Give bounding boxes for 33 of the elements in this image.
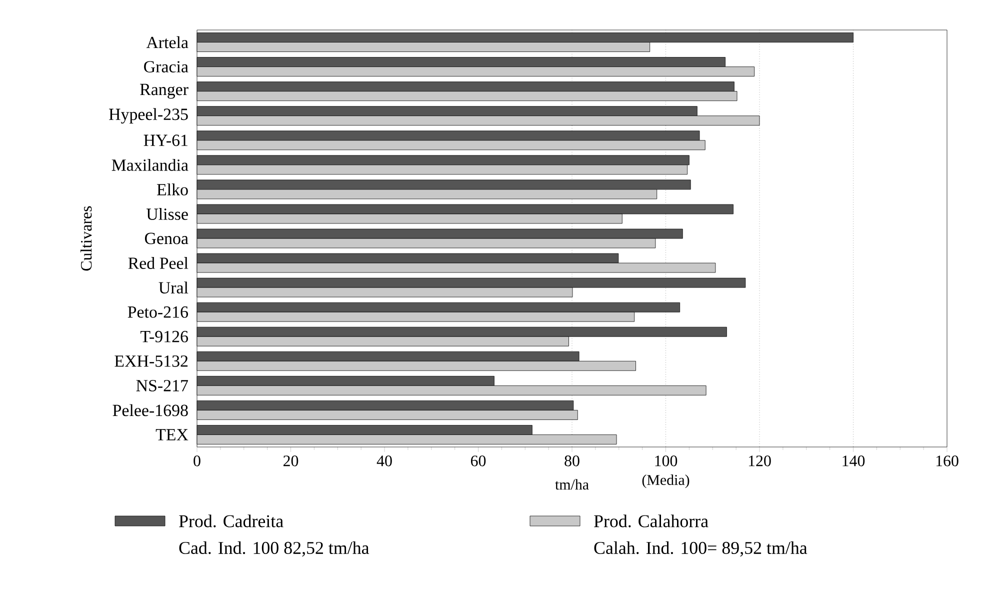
- x-tick-label: 100: [655, 456, 678, 466]
- x-tick-label: 120: [748, 456, 771, 466]
- y-tick-label: Ranger: [140, 84, 188, 99]
- x-tick-label: 140: [842, 456, 865, 466]
- y-tick-label: TEX: [156, 429, 188, 440]
- legend-label: Prod. Calahorra: [594, 514, 708, 528]
- y-tick-label: Genoa: [144, 232, 188, 244]
- x-axis-title: tm/ha: [555, 479, 589, 490]
- y-tick-label: NS-217: [136, 380, 188, 392]
- y-axis-title: Cultivares: [80, 206, 92, 271]
- y-tick-label: Gracia: [144, 61, 188, 72]
- y-tick-label: Ulisse: [146, 208, 188, 220]
- text: Calah. Ind. 100= 89,52 tm/ha: [594, 541, 808, 557]
- y-tick-label: Maxilandia: [112, 158, 188, 171]
- y-tick-label: HY-61: [144, 134, 188, 146]
- x-tick-label: 40: [376, 456, 392, 466]
- y-tick-label: Elko: [156, 183, 188, 196]
- x-tick-label: 80: [564, 456, 580, 466]
- x-tick-label: 160: [936, 456, 958, 466]
- ref-line-label: (Media): [642, 474, 690, 488]
- y-tick-label: Hypeel-235: [109, 108, 188, 124]
- legend-label: Prod. Cadreita: [179, 514, 284, 528]
- text: Cad. Ind. 100 82,52 tm/ha: [179, 541, 370, 557]
- x-tick-label: 60: [470, 456, 486, 466]
- y-tick-label: Red Peel: [128, 257, 188, 269]
- y-tick-label: T-9126: [140, 330, 188, 342]
- y-tick-label: Peto-216: [128, 306, 188, 318]
- y-tick-label: Artela: [146, 36, 188, 48]
- y-tick-label: Ural: [158, 282, 188, 294]
- y-tick-label: Pelee-1698: [112, 404, 188, 416]
- x-tick-label: 0: [194, 456, 200, 466]
- y-tick-label: EXH-5132: [114, 355, 188, 367]
- x-tick-label: 20: [283, 456, 298, 466]
